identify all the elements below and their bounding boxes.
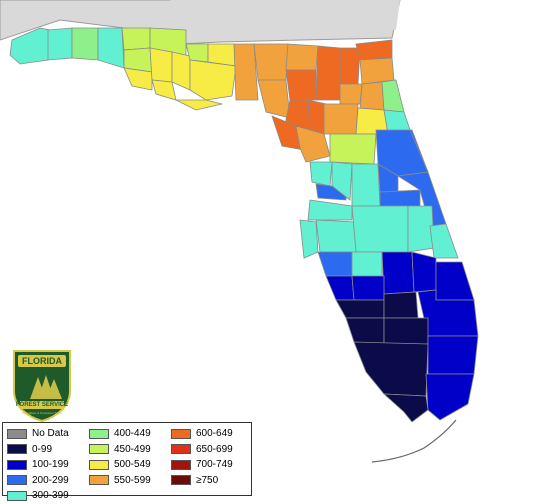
county-glades <box>383 291 419 319</box>
legend-swatch <box>7 490 27 501</box>
county-monroe-mainland <box>382 393 429 423</box>
legend-item: ≥750 <box>171 473 251 489</box>
legend-label: 300-399 <box>32 490 69 502</box>
map-legend: No Data 400-449 600-649 0-99 450-499 650-699 1… <box>2 422 252 501</box>
county-citrus <box>309 161 333 187</box>
county-collier <box>353 341 429 397</box>
county-duval <box>359 57 395 85</box>
legend-item: 300-399 <box>7 488 87 504</box>
legend-item: 100-199 <box>7 457 87 473</box>
county-taylor <box>257 79 291 119</box>
legend-swatch <box>171 475 191 486</box>
florida-forest-service-logo: FLORIDA FOREST SERVICE Agriculture & Con… <box>8 347 76 423</box>
legend-label: 650-699 <box>196 443 233 455</box>
county-wakulla <box>189 59 237 101</box>
legend-label: 550-599 <box>114 474 151 486</box>
county-baker <box>339 47 361 85</box>
county-madison <box>253 43 289 81</box>
legend-label: 700-749 <box>196 459 233 471</box>
county-hamilton <box>285 43 319 71</box>
legend-item: 0-99 <box>7 442 87 458</box>
county-bay <box>123 67 153 91</box>
neighbor-states <box>0 0 401 45</box>
county-clay <box>359 81 385 111</box>
county-manatee <box>317 251 353 277</box>
legend-item: 600-649 <box>171 426 251 442</box>
legend-item: 550-599 <box>89 473 169 489</box>
county-pinellas <box>299 219 319 259</box>
legend-swatch <box>89 444 109 455</box>
legend-swatch <box>7 475 27 486</box>
county-suwannee <box>285 69 317 101</box>
legend-label: No Data <box>32 428 69 440</box>
legend-label: 600-649 <box>196 428 233 440</box>
county-hillsborough <box>315 219 357 253</box>
legend-swatch <box>89 428 109 439</box>
county-orange <box>379 189 421 207</box>
county-okaloosa <box>71 27 99 61</box>
county-hendry <box>383 317 429 345</box>
county-columbia <box>315 45 341 101</box>
county-santa-rosa <box>47 27 73 61</box>
county-gulf <box>151 79 177 101</box>
county-alachua <box>323 103 359 135</box>
legend-label: ≥750 <box>196 474 219 486</box>
county-marion <box>329 133 377 165</box>
legend-label: 500-549 <box>114 459 151 471</box>
legend-swatch <box>89 475 109 486</box>
county-pasco <box>307 199 353 221</box>
county-levy <box>295 125 331 163</box>
county-charlotte <box>335 299 385 319</box>
county-hardee <box>351 251 383 277</box>
legend-label: 450-499 <box>114 443 151 455</box>
county-highlands <box>381 251 415 295</box>
county-nassau <box>355 39 393 61</box>
legend-item: 650-699 <box>171 442 251 458</box>
logo-title: FLORIDA <box>22 356 62 366</box>
county-sarasota <box>325 275 355 301</box>
legend-item: No Data <box>7 426 87 442</box>
county-polk <box>351 205 409 253</box>
county-miami-dade <box>425 373 475 421</box>
legend-label: 200-299 <box>32 474 69 486</box>
legend-swatch <box>171 444 191 455</box>
county-lee <box>345 317 385 345</box>
legend-empty-cell <box>171 488 251 504</box>
legend-label: 100-199 <box>32 459 69 471</box>
legend-item: 450-499 <box>89 442 169 458</box>
legend-swatch <box>89 459 109 470</box>
legend-swatch <box>171 428 191 439</box>
county-desoto <box>351 275 385 301</box>
legend-item: 200-299 <box>7 473 87 489</box>
county-lake <box>351 163 381 207</box>
legend-swatch <box>7 428 27 439</box>
legend-item: 700-749 <box>171 457 251 473</box>
legend-swatch <box>7 459 27 470</box>
legend-label: 0-99 <box>32 443 53 455</box>
florida-keys <box>371 419 457 463</box>
county-walton <box>97 27 125 69</box>
legend-label: 400-449 <box>114 428 151 440</box>
logo-tagline: Agriculture & Consumer Services <box>22 411 62 415</box>
county-sumter <box>331 161 353 201</box>
county-st-johns <box>381 79 405 113</box>
logo-subtitle: FOREST SERVICE <box>15 402 69 408</box>
legend-swatch <box>7 444 27 455</box>
county-martin-palm-beach <box>435 261 475 301</box>
legend-swatch <box>171 459 191 470</box>
county-indian-river-st-lucie <box>429 223 459 259</box>
legend-item: 400-449 <box>89 426 169 442</box>
county-okeechobee <box>411 251 437 293</box>
county-broward <box>427 335 479 375</box>
legend-empty-cell <box>89 488 169 504</box>
county-gilchrist <box>307 99 327 135</box>
county-franklin <box>175 99 223 111</box>
county-calhoun <box>149 47 173 83</box>
county-holmes <box>121 27 151 51</box>
county-liberty <box>171 51 191 91</box>
county-union-bradford <box>339 83 363 105</box>
legend-item: 500-549 <box>89 457 169 473</box>
county-jefferson <box>233 43 259 101</box>
